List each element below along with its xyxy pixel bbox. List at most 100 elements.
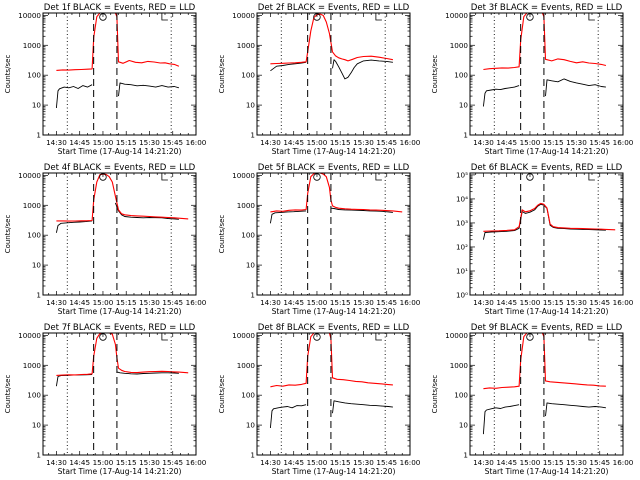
- y-tick-label: 10000: [445, 331, 468, 340]
- series-line-events: [332, 59, 393, 80]
- x-tick-label: 14:30: [46, 138, 67, 147]
- x-tick-label: 15:15: [116, 138, 137, 147]
- x-tick-label: 15:45: [162, 138, 183, 147]
- chart-title: Det 8f BLACK = Events, RED = LLD: [258, 323, 410, 333]
- plot-frame: [469, 12, 624, 136]
- y-tick-label: 1000: [23, 361, 42, 370]
- y-tick-label: 10: [246, 101, 256, 110]
- series-line-events: [482, 203, 606, 240]
- y-tick-label: 10⁴: [456, 194, 468, 203]
- chart-title: Det 1f BLACK = Events, RED = LLD: [44, 3, 196, 13]
- plot-frame: [42, 12, 197, 136]
- x-tick-label: 16:00: [613, 458, 634, 467]
- chart-panel: Det 3f BLACK = Events, RED = LLD 14:30 14:…: [431, 3, 634, 156]
- x-tick-label: 15:15: [330, 298, 351, 307]
- x-axis-label: Start Time (17-Aug-14 14:21:20): [272, 307, 396, 316]
- series-line-events: [116, 371, 179, 375]
- y-tick-label: 10: [32, 101, 42, 110]
- x-tick-label: 16:00: [400, 138, 421, 147]
- y-tick-label: 1000: [237, 361, 256, 370]
- x-tick-label: 15:00: [520, 298, 541, 307]
- y-tick-label: 10: [246, 261, 256, 270]
- y-tick-label: 100: [454, 391, 468, 400]
- x-tick-label: 15:30: [353, 298, 374, 307]
- series-line-events: [55, 374, 93, 387]
- y-tick-label: 100: [241, 391, 255, 400]
- chart-title: Det 7f BLACK = Events, RED = LLD: [44, 323, 196, 333]
- plot-frame: [469, 172, 624, 296]
- bracket-marker: [161, 13, 168, 21]
- x-tick-label: 15:45: [376, 138, 397, 147]
- chart-title: Det 9f BLACK = Events, RED = LLD: [471, 323, 623, 333]
- x-tick-label: 14:45: [496, 298, 517, 307]
- x-tick-label: 15:30: [566, 138, 587, 147]
- series-line-events: [545, 402, 606, 417]
- x-tick-label: 14:30: [260, 298, 281, 307]
- y-tick-label: 1: [250, 131, 255, 140]
- y-tick-label: 10000: [232, 11, 255, 20]
- series-line-events: [269, 404, 307, 429]
- y-tick-label: 1: [250, 291, 255, 300]
- plot-frame: [256, 12, 411, 136]
- series-line-events: [330, 207, 393, 213]
- y-axis-label: Counts/sec: [431, 375, 439, 414]
- y-tick-label: 100: [454, 71, 468, 80]
- series-line-events: [118, 82, 180, 97]
- x-tick-label: 15:30: [566, 458, 587, 467]
- y-tick-label: 1: [36, 291, 41, 300]
- y-tick-label: 10²: [456, 242, 468, 251]
- series-line-events: [545, 78, 606, 97]
- plot-area: [269, 333, 393, 429]
- x-tick-label: 15:30: [139, 298, 160, 307]
- chart-title: Det 6f BLACK = Events, RED = LLD: [471, 163, 623, 173]
- x-axis-label: Start Time (17-Aug-14 14:21:20): [485, 307, 609, 316]
- x-tick-label: 15:45: [589, 298, 610, 307]
- x-axis-label: Start Time (17-Aug-14 14:21:20): [485, 467, 609, 476]
- y-tick-label: 10⁵: [456, 170, 468, 179]
- y-tick-label: 1000: [23, 201, 42, 210]
- series-line-events: [270, 61, 307, 72]
- y-tick-label: 100: [27, 231, 41, 240]
- x-tick-label: 15:15: [543, 298, 564, 307]
- plot-frame: [256, 172, 411, 296]
- y-tick-label: 100: [27, 71, 41, 80]
- x-tick-label: 15:30: [139, 138, 160, 147]
- series-line-lld: [56, 13, 180, 71]
- plot-area: [482, 202, 616, 240]
- chart-title: Det 5f BLACK = Events, RED = LLD: [258, 163, 410, 173]
- x-tick-label: 14:30: [473, 138, 494, 147]
- x-tick-label: 15:30: [139, 458, 160, 467]
- chart-panel: Det 7f BLACK = Events, RED = LLD 14:30 14:…: [4, 323, 207, 476]
- x-tick-label: 14:45: [496, 458, 517, 467]
- y-tick-label: 100: [241, 231, 255, 240]
- x-tick-label: 14:45: [69, 138, 90, 147]
- x-tick-label: 15:00: [307, 298, 328, 307]
- chart-panel: Det 4f BLACK = Events, RED = LLD 14:30 14:…: [4, 163, 207, 316]
- plot-area: [55, 333, 189, 387]
- x-tick-label: 15:45: [589, 458, 610, 467]
- bracket-marker: [375, 333, 382, 341]
- y-tick-label: 10: [459, 421, 469, 430]
- y-tick-label: 1000: [23, 41, 42, 50]
- y-axis-label: Counts/sec: [4, 375, 12, 414]
- x-tick-label: 14:45: [69, 458, 90, 467]
- x-tick-label: 15:00: [93, 138, 114, 147]
- series-line-events: [482, 404, 520, 435]
- y-tick-label: 10000: [18, 11, 41, 20]
- chart-panel: Det 9f BLACK = Events, RED = LLD 14:30 14:…: [431, 323, 634, 476]
- series-line-lld: [483, 333, 606, 390]
- x-tick-label: 15:30: [353, 138, 374, 147]
- x-tick-label: 16:00: [186, 298, 207, 307]
- y-axis-label: Counts/sec: [218, 55, 226, 94]
- plot-frame: [42, 172, 197, 296]
- x-axis-label: Start Time (17-Aug-14 14:21:20): [272, 147, 396, 156]
- y-axis-label: Counts/sec: [218, 375, 226, 414]
- y-tick-label: 10¹: [456, 266, 468, 275]
- x-tick-label: 14:45: [283, 298, 304, 307]
- x-tick-label: 15:45: [589, 138, 610, 147]
- y-axis-label: Counts/sec: [4, 55, 12, 94]
- y-tick-label: 1000: [450, 41, 469, 50]
- chart-panel: Det 6f BLACK = Events, RED = LLD 14:30 14:…: [456, 163, 634, 316]
- y-tick-label: 1: [36, 451, 41, 460]
- plot-area: [482, 13, 607, 107]
